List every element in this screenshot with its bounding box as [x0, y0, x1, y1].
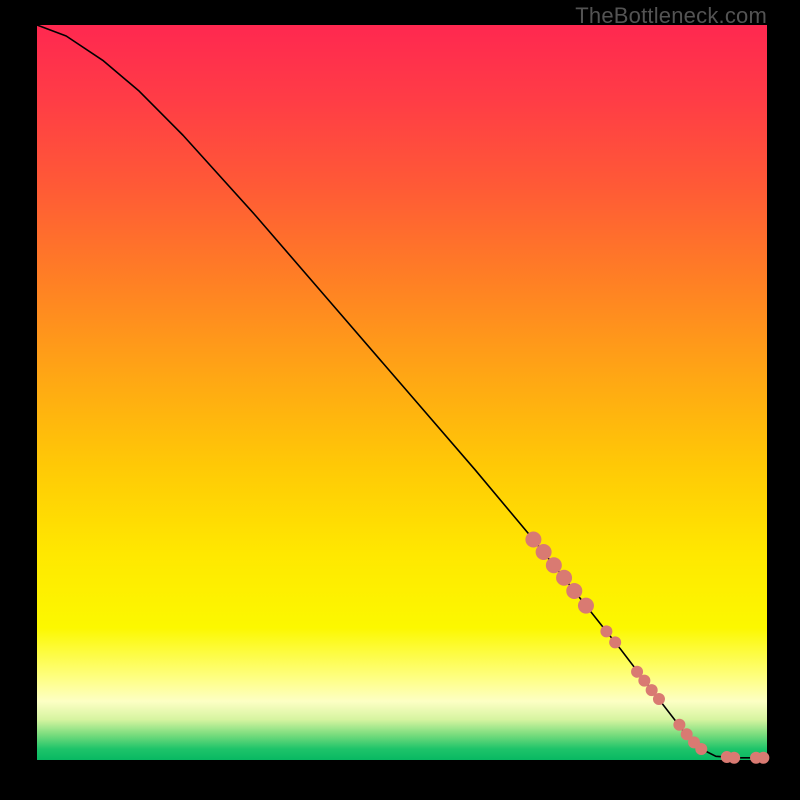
- data-point: [695, 743, 707, 755]
- data-point: [556, 570, 572, 586]
- chart-svg: [37, 25, 767, 760]
- data-point: [525, 532, 541, 548]
- data-point: [578, 598, 594, 614]
- line-series: [37, 25, 767, 758]
- data-point: [600, 625, 612, 637]
- data-point: [566, 583, 582, 599]
- data-point: [638, 675, 650, 687]
- data-point: [653, 693, 665, 705]
- data-point: [673, 719, 685, 731]
- data-point: [757, 752, 769, 764]
- data-point: [728, 752, 740, 764]
- watermark-text: TheBottleneck.com: [575, 3, 767, 29]
- chart-frame: TheBottleneck.com: [0, 0, 800, 800]
- plot-area: [37, 25, 767, 760]
- data-point: [536, 544, 552, 560]
- data-point: [609, 636, 621, 648]
- data-point: [546, 557, 562, 573]
